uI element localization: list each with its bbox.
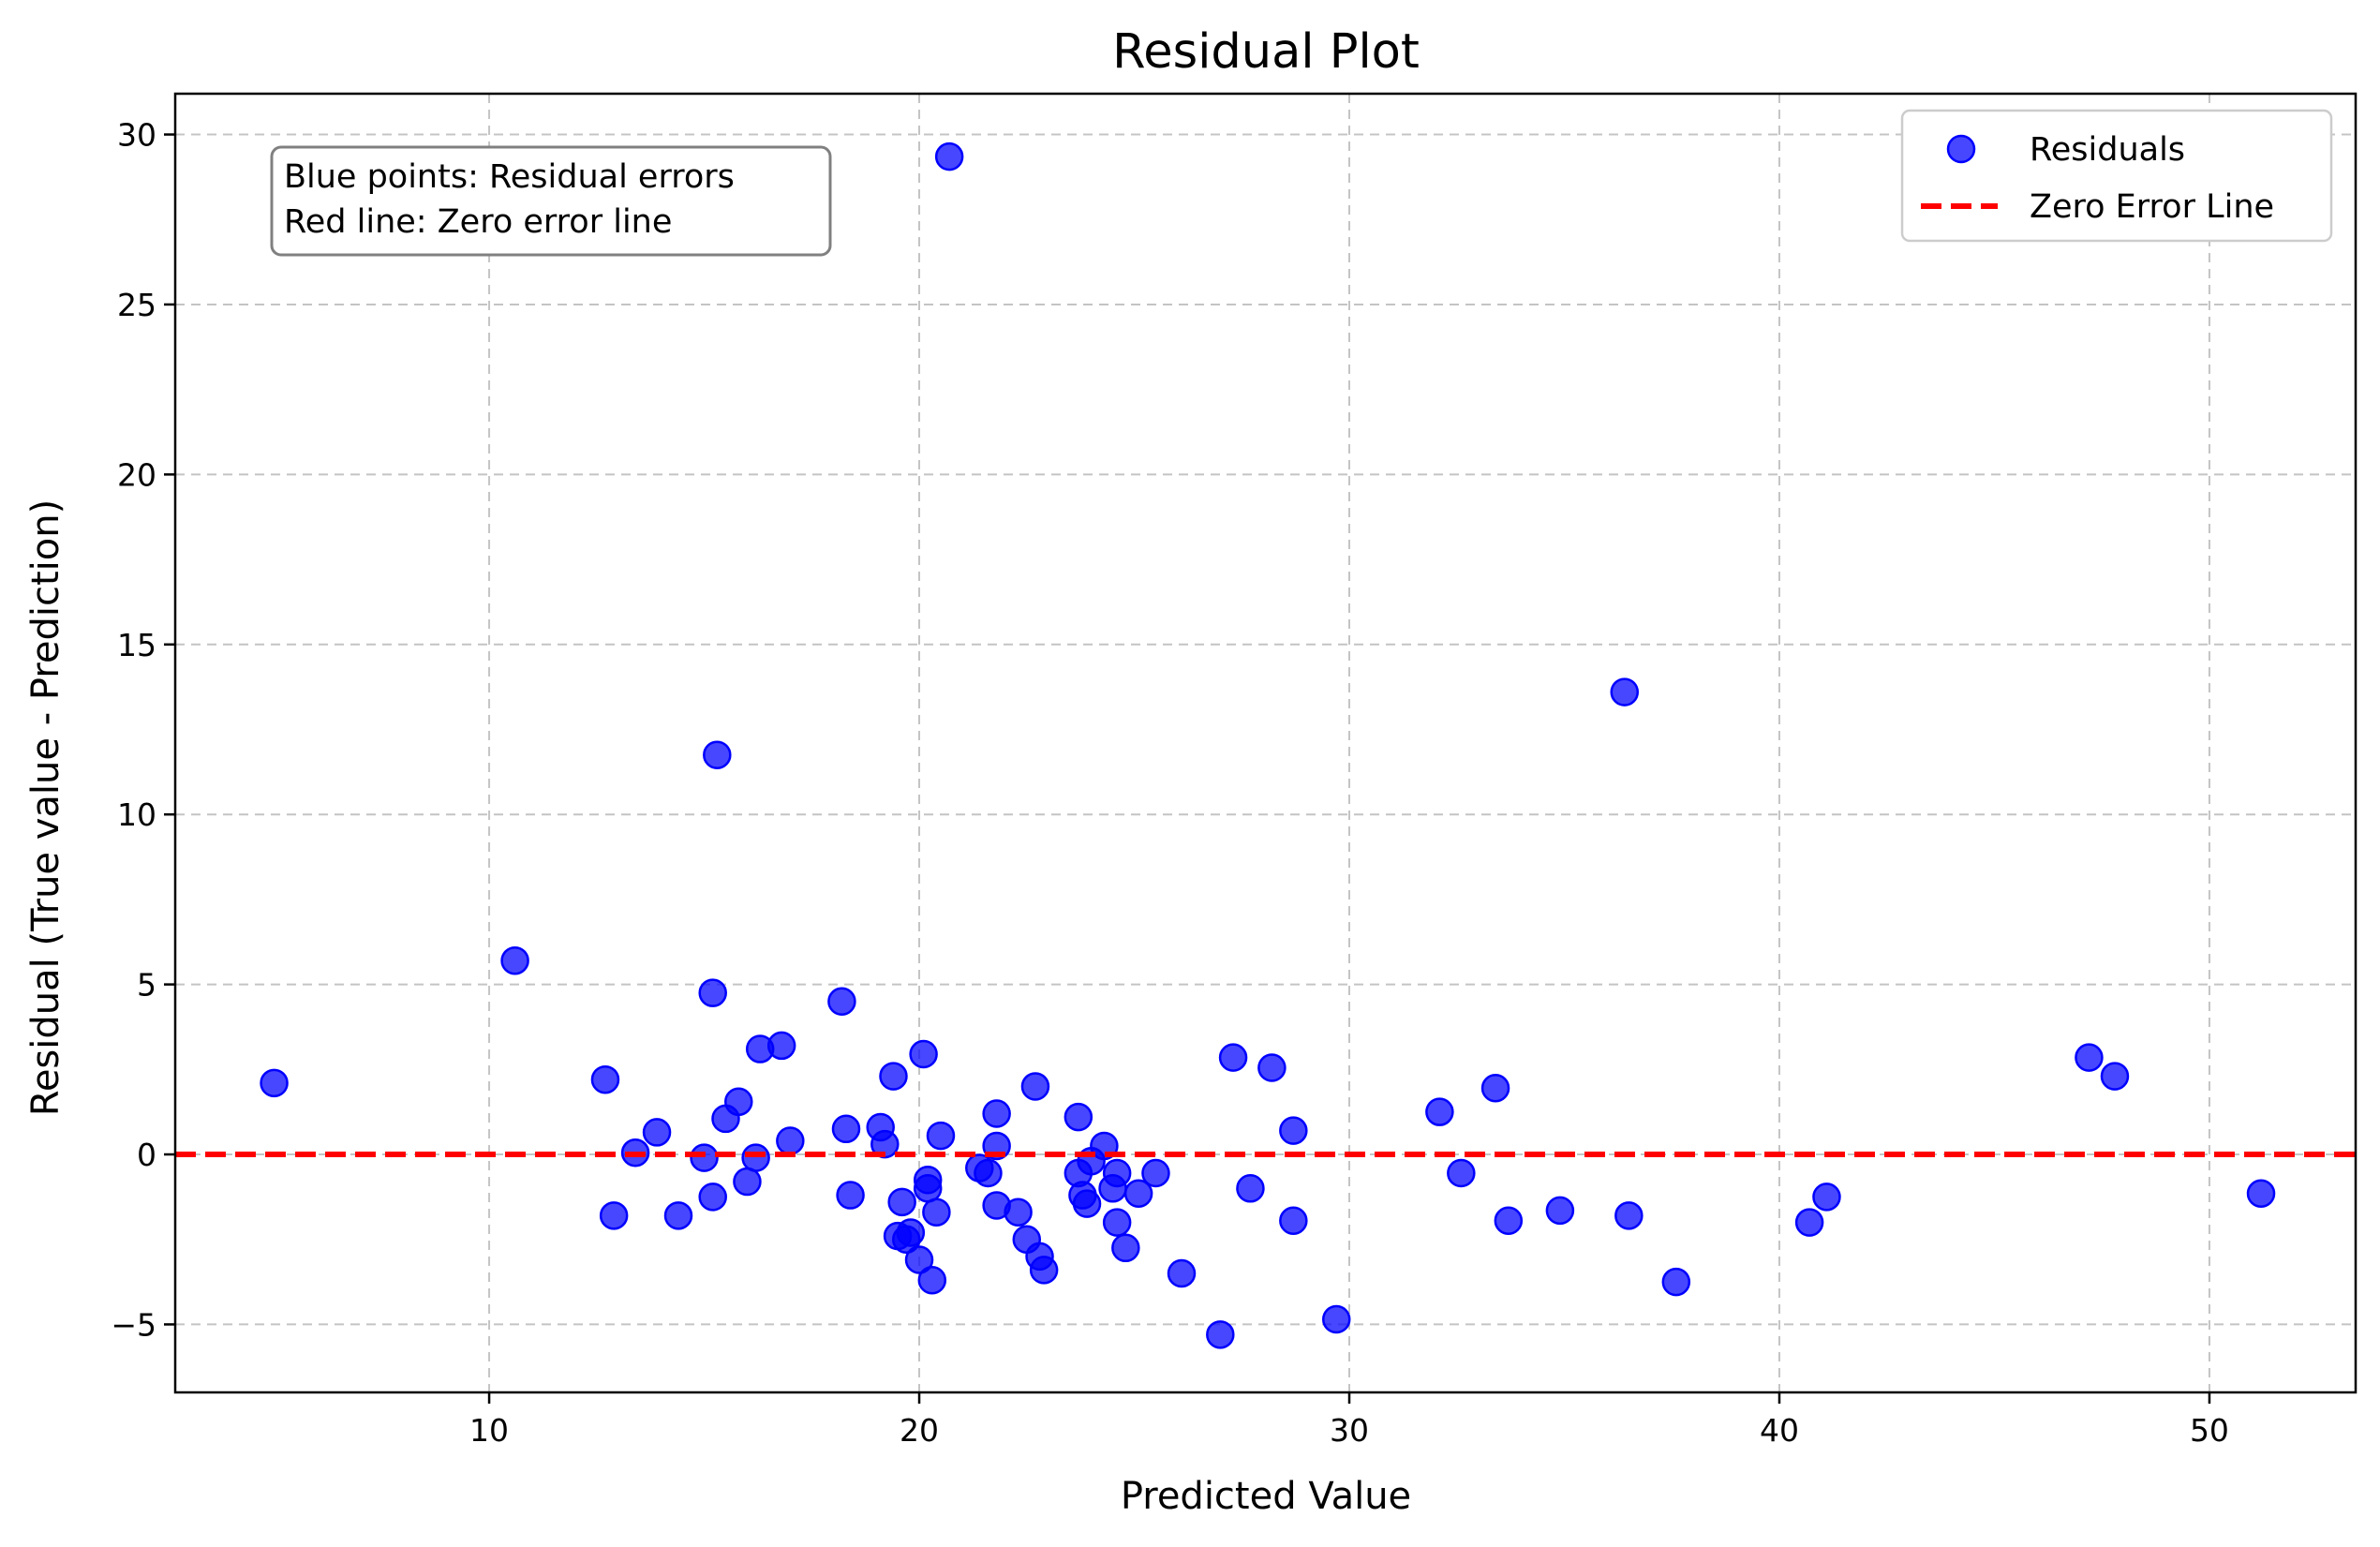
x-tick-label: 20 bbox=[900, 1412, 939, 1449]
data-point bbox=[1141, 1158, 1170, 1188]
x-tick-label: 50 bbox=[2190, 1412, 2229, 1449]
data-point bbox=[836, 1181, 865, 1210]
data-point bbox=[733, 1167, 762, 1197]
data-point bbox=[642, 1118, 672, 1147]
data-point bbox=[724, 1087, 753, 1117]
plot-frame bbox=[173, 92, 2358, 1394]
x-axis-label: Predicted Value bbox=[1121, 1475, 1411, 1518]
legend-frame bbox=[1900, 109, 2333, 243]
data-point bbox=[913, 1165, 943, 1195]
data-point bbox=[2075, 1043, 2104, 1072]
data-point bbox=[1102, 1158, 1132, 1188]
data-point bbox=[2100, 1062, 2130, 1091]
data-point bbox=[1545, 1196, 1575, 1226]
data-point bbox=[1321, 1304, 1351, 1334]
data-point bbox=[934, 141, 964, 171]
data-point bbox=[698, 978, 727, 1007]
data-point bbox=[1218, 1043, 1248, 1072]
data-point bbox=[1614, 1201, 1644, 1230]
data-point bbox=[926, 1121, 956, 1151]
y-axis-label: Residual (True value - Prediction) bbox=[24, 499, 67, 1116]
x-tick-label: 40 bbox=[1760, 1412, 1799, 1449]
legend-residuals-label: Residuals bbox=[2030, 131, 2185, 169]
data-point bbox=[904, 1245, 934, 1274]
data-point bbox=[831, 1114, 861, 1144]
y-tick-label: −5 bbox=[111, 1306, 156, 1343]
y-axis-ticks: −5 0 5 10 15 20 25 30 bbox=[111, 117, 175, 1343]
data-point bbox=[1004, 1197, 1033, 1227]
data-point bbox=[1257, 1053, 1287, 1082]
plot-area bbox=[173, 92, 2358, 1394]
data-point bbox=[1425, 1097, 1454, 1126]
data-point bbox=[741, 1143, 770, 1172]
data-point bbox=[1123, 1179, 1153, 1208]
data-point bbox=[1279, 1116, 1308, 1145]
data-point bbox=[1279, 1206, 1308, 1236]
data-point bbox=[766, 1031, 796, 1061]
y-tick-label: 0 bbox=[137, 1137, 156, 1173]
data-point bbox=[1206, 1320, 1235, 1349]
x-tick-label: 10 bbox=[469, 1412, 509, 1449]
data-point bbox=[698, 1183, 727, 1212]
data-point bbox=[1029, 1256, 1059, 1285]
data-point bbox=[1167, 1258, 1197, 1288]
data-point bbox=[879, 1062, 908, 1091]
data-point bbox=[887, 1187, 916, 1217]
legend-zero-line-label: Zero Error Line bbox=[2030, 188, 2274, 226]
y-tick-label: 20 bbox=[117, 456, 156, 493]
data-point bbox=[1111, 1233, 1140, 1263]
y-tick-label: 30 bbox=[117, 117, 156, 154]
data-point bbox=[896, 1218, 926, 1247]
x-axis-ticks: 10 20 30 40 50 bbox=[469, 1392, 2229, 1449]
data-point bbox=[1661, 1267, 1691, 1297]
data-point bbox=[776, 1126, 805, 1155]
annotation-box: Blue points: Residual errors Red line: Z… bbox=[270, 145, 832, 257]
data-point bbox=[870, 1129, 900, 1159]
legend: Residuals Zero Error Line bbox=[1900, 109, 2333, 243]
scatter-points bbox=[260, 141, 2276, 1349]
data-point bbox=[1447, 1158, 1476, 1188]
y-tick-label: 5 bbox=[137, 967, 156, 1004]
data-point bbox=[1020, 1072, 1050, 1101]
annotation-line-1: Blue points: Residual errors bbox=[284, 158, 735, 196]
data-point bbox=[1072, 1189, 1102, 1218]
data-point bbox=[1494, 1206, 1524, 1236]
chart-title: Residual Plot bbox=[1112, 24, 1420, 80]
data-point bbox=[1480, 1074, 1510, 1103]
x-gridlines bbox=[488, 94, 2210, 1392]
data-point bbox=[917, 1266, 947, 1295]
data-point bbox=[2246, 1179, 2276, 1208]
data-point bbox=[1812, 1183, 1841, 1212]
data-point bbox=[703, 740, 732, 769]
data-point bbox=[982, 1099, 1011, 1128]
data-point bbox=[1236, 1174, 1265, 1203]
y-tick-label: 15 bbox=[117, 627, 156, 663]
annotation-line-2: Red line: Zero error line bbox=[284, 203, 672, 241]
x-tick-label: 30 bbox=[1330, 1412, 1369, 1449]
data-point bbox=[1102, 1208, 1132, 1237]
data-point bbox=[590, 1064, 620, 1094]
data-point bbox=[974, 1158, 1003, 1188]
data-point bbox=[1064, 1102, 1093, 1132]
data-point bbox=[500, 945, 529, 975]
data-point bbox=[1794, 1208, 1824, 1237]
data-point bbox=[922, 1197, 951, 1227]
data-point bbox=[1610, 677, 1639, 707]
data-point bbox=[690, 1143, 719, 1172]
legend-residuals-marker bbox=[1946, 134, 1976, 164]
data-point bbox=[663, 1201, 693, 1230]
data-point bbox=[599, 1201, 629, 1230]
data-point bbox=[909, 1039, 938, 1069]
data-point bbox=[827, 987, 856, 1016]
annotation-frame bbox=[270, 145, 832, 257]
y-tick-label: 10 bbox=[117, 796, 156, 833]
data-point bbox=[260, 1068, 289, 1098]
y-tick-label: 25 bbox=[117, 287, 156, 323]
